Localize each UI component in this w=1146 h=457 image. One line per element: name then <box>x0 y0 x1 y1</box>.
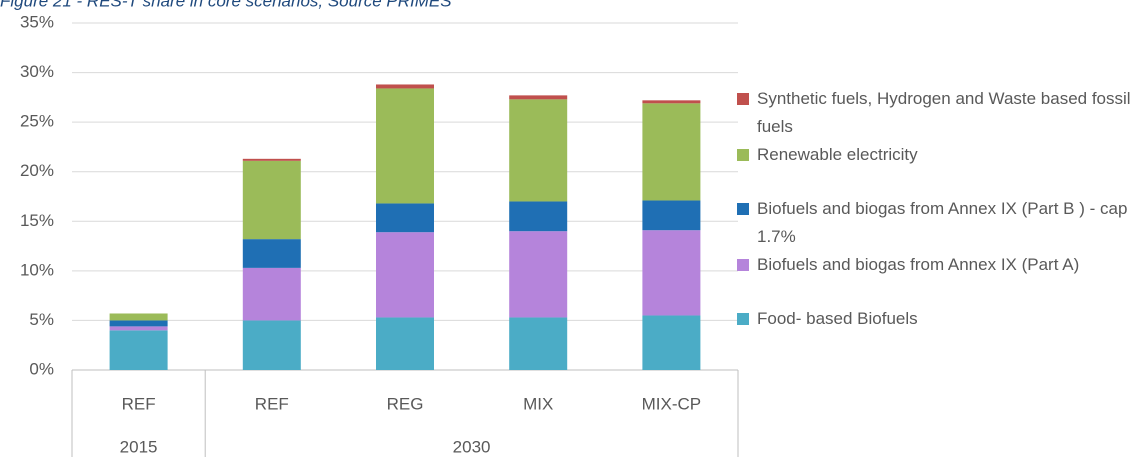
x-tick-label: MIX-CP <box>642 394 702 413</box>
chart-title: Figure 21 - RES-T share in core scenario… <box>0 0 452 10</box>
legend-item: Biofuels and biogas from Annex IX (Part … <box>737 251 1137 279</box>
legend-item: Renewable electricity <box>737 141 1137 169</box>
group-label: 2030 <box>453 437 491 456</box>
y-tick-label: 35% <box>20 12 54 31</box>
bar-segment <box>242 160 301 240</box>
legend-label: Synthetic fuels, Hydrogen and Waste base… <box>757 89 1131 136</box>
x-tick-label: MIX <box>523 394 553 413</box>
bar-segment <box>376 232 434 318</box>
legend-swatch <box>737 259 749 271</box>
bar-segment <box>109 313 168 321</box>
bar-segment <box>242 267 301 321</box>
group-label: 2015 <box>120 437 158 456</box>
bar-segment <box>109 330 168 370</box>
y-tick-label: 10% <box>20 260 54 279</box>
bar-segment <box>642 200 701 231</box>
legend-swatch <box>737 149 749 161</box>
bar-segment <box>509 99 568 202</box>
legend-label: Biofuels and biogas from Annex IX (Part … <box>757 255 1080 274</box>
legend-swatch <box>737 313 749 325</box>
x-tick-label: REG <box>387 394 424 413</box>
bar-segment <box>509 95 568 100</box>
legend-item: Food- based Biofuels <box>737 305 1137 333</box>
legend-label: Renewable electricity <box>757 145 918 164</box>
bar-segment <box>642 100 701 104</box>
x-tick-label: REF <box>122 394 156 413</box>
y-tick-label: 25% <box>20 112 54 131</box>
bar-segment <box>642 230 701 316</box>
y-tick-label: 15% <box>20 211 54 230</box>
bar-segment <box>109 320 168 327</box>
y-tick-label: 30% <box>20 62 54 81</box>
bar-segment <box>642 315 701 370</box>
legend: Food- based Biofuels Biofuels and biogas … <box>737 0 1137 457</box>
bar-segment <box>376 88 434 204</box>
y-tick-label: 20% <box>20 161 54 180</box>
legend-label: Biofuels and biogas from Annex IX (Part … <box>757 199 1128 246</box>
bar-segment <box>376 84 434 89</box>
y-tick-label: 5% <box>29 310 54 329</box>
legend-swatch <box>737 93 749 105</box>
y-tick-label: 0% <box>29 359 54 378</box>
bar-segment <box>376 317 434 370</box>
bar-segment <box>509 317 568 370</box>
bar-segment <box>242 239 301 268</box>
bar-segment <box>242 320 301 370</box>
legend-item: Biofuels and biogas from Annex IX (Part … <box>737 195 1137 251</box>
bar-segment <box>242 158 301 161</box>
bar-segment <box>642 103 701 201</box>
bar-segment <box>509 201 568 232</box>
legend-label: Food- based Biofuels <box>757 309 918 328</box>
legend-item: Synthetic fuels, Hydrogen and Waste base… <box>737 85 1137 141</box>
bar-segment <box>376 203 434 233</box>
bar-segment <box>109 326 168 331</box>
x-tick-label: REF <box>255 394 289 413</box>
legend-swatch <box>737 203 749 215</box>
bar-segment <box>509 231 568 318</box>
